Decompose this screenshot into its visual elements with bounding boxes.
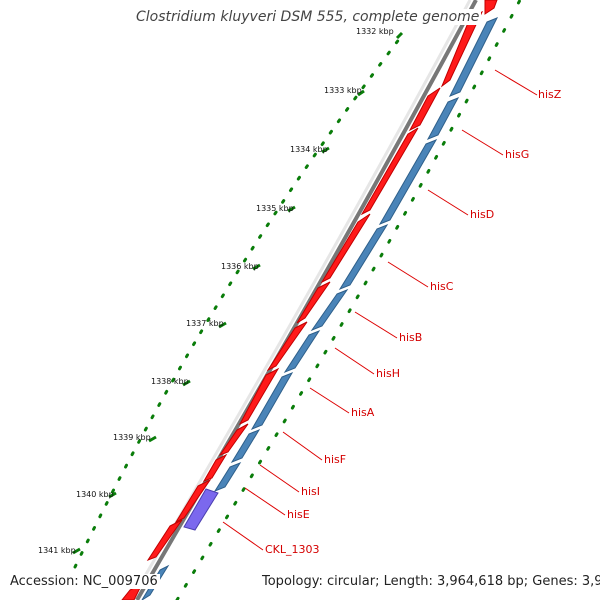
cds-block[interactable] <box>426 97 460 140</box>
cds-block[interactable] <box>283 329 321 374</box>
tick-label-1335: 1335 kbp <box>256 204 294 213</box>
tick-label-1337: 1337 kbp <box>186 319 224 328</box>
gene-label-hisD[interactable]: hisD <box>470 208 494 221</box>
cds-block[interactable] <box>378 139 438 225</box>
cds-block[interactable] <box>310 288 349 332</box>
selected-cds-block[interactable] <box>183 488 219 531</box>
gene-label-hisF[interactable]: hisF <box>324 453 346 466</box>
tick-label-1340: 1340 kbp <box>76 490 114 499</box>
red-feature[interactable] <box>360 127 419 216</box>
red-feature[interactable] <box>296 281 331 324</box>
gene-label-hisE[interactable]: hisE <box>287 508 310 521</box>
gene-label-CKL_1303[interactable]: CKL_1303 <box>265 543 320 556</box>
cds-block[interactable] <box>448 17 499 97</box>
accession-text: Accession: NC_009706 <box>8 574 160 589</box>
gene-label-hisH[interactable]: hisH <box>376 367 400 380</box>
red-feature[interactable] <box>408 87 441 132</box>
gene-label-hisG[interactable]: hisG <box>505 148 529 161</box>
red-feature[interactable] <box>484 0 498 15</box>
tick-label-1338: 1338 kbp <box>151 377 189 386</box>
cds-block[interactable] <box>213 461 242 493</box>
tick-label-1334: 1334 kbp <box>290 145 328 154</box>
red-feature[interactable] <box>266 321 308 372</box>
gene-label-hisB[interactable]: hisB <box>399 331 422 344</box>
topology-text: Topology: circular; Length: 3,964,618 bp… <box>260 574 600 589</box>
tick-label-1341: 1341 kbp <box>38 546 76 555</box>
tick-label-1336: 1336 kbp <box>221 262 259 271</box>
map-title: Clostridium kluyveri DSM 555, complete g… <box>134 9 482 25</box>
gene-leader-lines <box>222 69 538 551</box>
gene-label-hisC[interactable]: hisC <box>430 280 454 293</box>
gene-label-hisA[interactable]: hisA <box>351 406 375 419</box>
tick-label-1339: 1339 kbp <box>113 433 151 442</box>
red-feature[interactable] <box>218 423 249 457</box>
gene-label-hisI[interactable]: hisI <box>301 485 320 498</box>
tick-label-1332: 1332 kbp <box>356 27 394 36</box>
cds-track <box>141 17 499 600</box>
tick-marks <box>72 31 404 555</box>
red-feature[interactable] <box>238 367 280 426</box>
red-feature-track <box>121 0 498 600</box>
cds-block[interactable] <box>338 223 389 291</box>
cds-block[interactable] <box>250 371 294 431</box>
red-feature[interactable] <box>174 478 212 524</box>
scale-ring-dots <box>73 36 402 569</box>
red-feature[interactable] <box>146 519 183 561</box>
red-feature[interactable] <box>202 453 228 482</box>
gene-label-hisZ[interactable]: hisZ <box>538 88 562 101</box>
red-feature[interactable] <box>320 213 371 284</box>
tick-label-1333: 1333 kbp <box>324 86 362 95</box>
cds-block[interactable] <box>230 428 261 464</box>
